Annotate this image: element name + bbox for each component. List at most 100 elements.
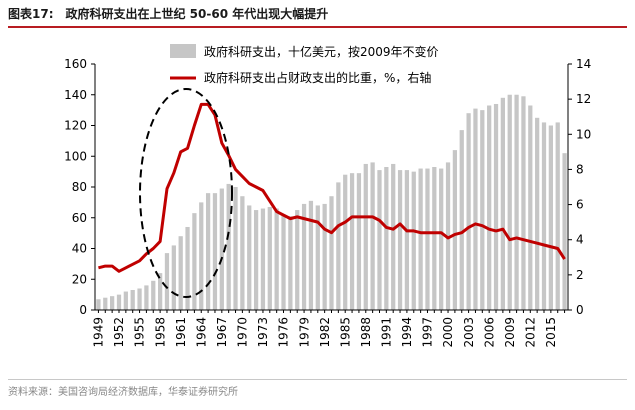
left-tick-label: 140 [64,88,87,102]
bar [528,105,533,310]
x-tick-label: 1964 [194,317,208,348]
bar [247,205,252,310]
bar [103,297,108,310]
legend-bar-label: 政府科研支出，十亿美元，按2009年不变价 [204,44,439,59]
bar [158,273,163,310]
bar [555,122,560,311]
bar [397,170,403,310]
bar [233,187,238,310]
bar [391,163,396,310]
bar [116,294,122,311]
x-tick-label: 2015 [544,317,558,348]
bar [315,205,320,310]
bar [192,213,197,310]
left-tick-label: 80 [72,180,87,194]
bar [267,206,272,310]
bar [151,280,156,310]
bar [130,290,135,310]
bar [548,125,553,310]
bar [308,200,314,310]
bar-series [96,94,567,311]
x-tick-label: 1967 [215,317,229,348]
bar [219,188,224,310]
figure-title: 图表17: 政府科研支出在上世纪 50-60 年代出现大幅提升 [8,3,627,25]
bar [535,117,540,310]
bar [301,203,307,310]
legend-bar-swatch [170,44,196,58]
share-line [98,102,566,273]
bar [281,214,286,310]
x-tick-label: 2012 [523,317,537,348]
bar [144,285,149,310]
left-tick-label: 160 [64,57,87,71]
right-tick-label: 10 [576,127,591,141]
bar [404,170,410,310]
bar [185,226,190,310]
bar [500,97,505,310]
bar [164,253,170,310]
bar [349,173,355,310]
figure-label: 图表17: [8,7,54,21]
bar [384,167,389,310]
source-rule [8,379,627,380]
bar [507,94,512,310]
bar [425,168,430,310]
bar [288,216,293,310]
bar [178,236,183,310]
x-tick-label: 2006 [482,317,496,348]
bar [459,130,464,310]
bar [487,105,492,310]
legend-line-label: 政府科研支出占财政支出的比重，%，右轴 [204,70,431,85]
x-tick-label: 1952 [112,317,126,348]
left-tick-label: 0 [79,303,87,317]
bar [541,122,547,311]
x-tick-label: 1973 [256,317,270,348]
x-tick-label: 2003 [462,317,476,348]
bar [521,96,526,310]
right-axis: 0 2 4 6 8 10 12 14 [567,57,591,317]
left-tick-label: 60 [72,211,87,225]
x-tick-label: 1994 [400,317,414,348]
bar [226,183,231,310]
bar [212,193,218,310]
x-tick-label: 1961 [174,317,188,348]
x-tick-label: 1958 [153,317,167,348]
x-tick-label: 1982 [318,317,332,348]
bar [274,208,279,310]
bar [205,193,211,310]
left-tick-label: 120 [64,119,87,133]
right-tick-label: 6 [576,198,584,212]
right-tick-label: 12 [576,92,591,106]
bar [418,168,423,310]
bar [336,182,341,310]
bar [137,288,142,310]
x-tick-label: 1985 [338,317,352,348]
x-tick-label: 1997 [421,317,435,348]
bar [240,196,245,310]
bar [253,210,259,310]
bar [473,108,478,310]
right-tick-label: 2 [576,268,584,282]
bar [199,202,204,311]
x-tick-label: 1979 [297,317,311,348]
figure-title-text: 政府科研支出在上世纪 50-60 年代出现大幅提升 [65,7,329,21]
x-tick-label: 2000 [441,317,455,348]
right-tick-label: 0 [576,303,584,317]
right-tick-label: 14 [576,57,591,71]
bar [363,163,368,310]
bar [432,167,437,310]
bar [562,153,567,310]
left-tick-label: 40 [72,242,87,256]
left-tick-label: 20 [72,272,87,286]
highlight-ellipse [139,88,233,298]
bar [123,291,128,310]
bar [110,296,115,310]
bar [295,210,300,310]
bar [452,150,458,310]
x-tick-label: 1970 [236,317,250,348]
bar [439,168,444,310]
left-tick-label: 100 [64,149,87,163]
bar [514,94,519,310]
x-tick-label: 1988 [359,317,373,348]
